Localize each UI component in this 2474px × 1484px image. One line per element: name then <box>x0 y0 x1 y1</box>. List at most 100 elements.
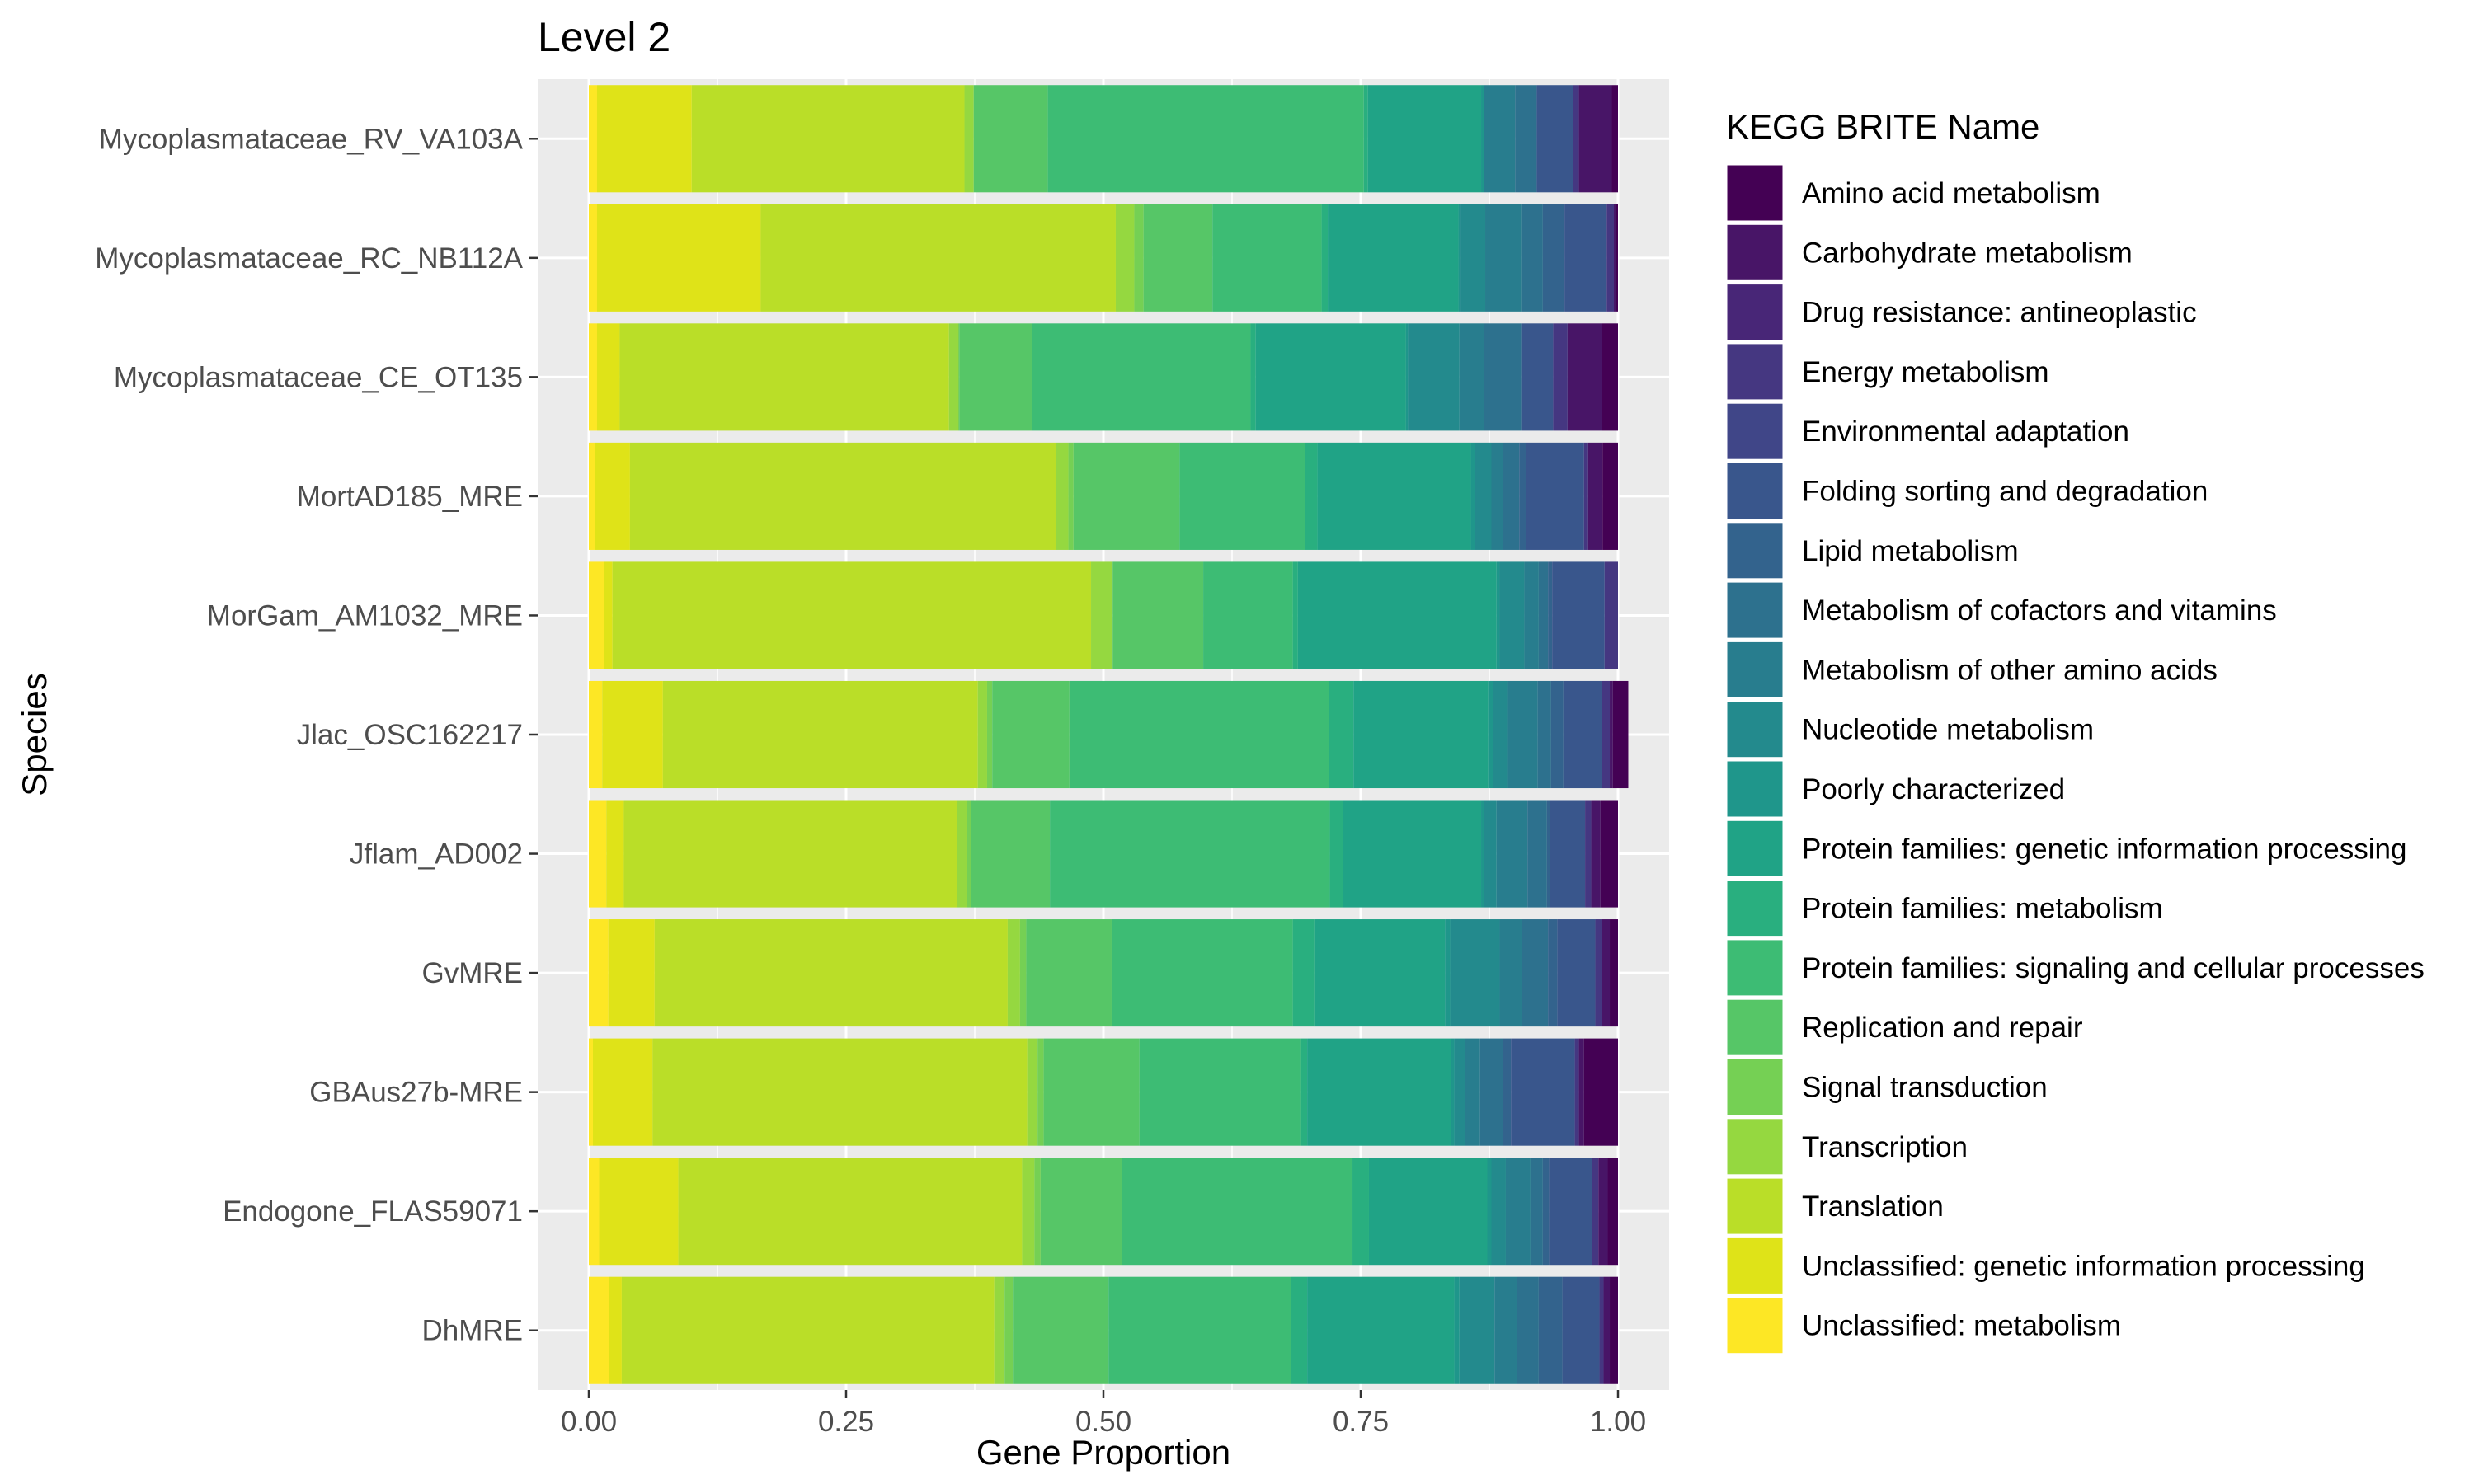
bar-segment <box>1493 680 1508 789</box>
bar-segment <box>629 442 1056 550</box>
bar-segment <box>1600 800 1618 908</box>
bar-segment <box>1475 442 1492 550</box>
bar-segment <box>1305 442 1318 550</box>
bar-segment <box>1250 323 1256 431</box>
legend-key <box>1724 997 1785 1058</box>
bars <box>589 85 1629 1384</box>
bar-segment <box>1563 680 1602 789</box>
bar-segment <box>1503 442 1520 550</box>
bar-segment <box>1292 919 1315 1027</box>
bar-segment <box>1611 85 1618 193</box>
y-tick-label: DhMRE <box>421 1315 523 1347</box>
bar-segment <box>609 1276 622 1384</box>
bar-segment <box>662 680 978 789</box>
bar-segment <box>992 680 1070 789</box>
bar-segment <box>602 680 663 789</box>
bar-segment <box>1602 919 1611 1027</box>
bar-segment <box>1143 204 1213 312</box>
bar-segment <box>595 442 630 550</box>
legend-key <box>1724 580 1785 641</box>
bar-segment <box>1578 85 1612 193</box>
bar-segment <box>1491 1158 1506 1266</box>
bar-segment <box>1328 204 1459 312</box>
legend-label: Drug resistance: antineoplastic <box>1802 297 2197 329</box>
bar-segment <box>1454 1038 1465 1146</box>
bar-segment <box>1353 680 1489 789</box>
bar-segment <box>1550 800 1586 908</box>
bar-segment <box>967 800 971 908</box>
x-tick-label: 0.75 <box>1333 1406 1389 1438</box>
bar-segment <box>1522 919 1549 1027</box>
bar-segment <box>589 800 607 908</box>
bar-segment <box>599 1158 679 1266</box>
bar-segment <box>589 85 597 193</box>
legend-key <box>1724 699 1785 760</box>
x-axis: 0.00 0.25 0.50 0.75 1.00 <box>561 1390 1646 1438</box>
bar-segment <box>1505 1158 1531 1266</box>
bar-segment <box>1122 1158 1353 1266</box>
bar-segment <box>596 204 761 312</box>
bar-segment <box>604 561 613 669</box>
bar-segment <box>1578 1038 1584 1146</box>
bar-segment <box>1408 323 1460 431</box>
legend-label: Replication and repair <box>1802 1012 2083 1044</box>
bar-segment <box>1454 1276 1460 1384</box>
bar-segment <box>1542 1158 1550 1266</box>
bar-segment <box>1491 442 1503 550</box>
legend-label: Lipid metabolism <box>1802 535 2019 567</box>
bar-segment <box>1317 442 1471 550</box>
bar-segment <box>1329 680 1354 789</box>
bar-segment <box>1538 1276 1563 1384</box>
bar-segment <box>1599 1276 1604 1384</box>
bar-segment <box>1583 1038 1618 1146</box>
bar-segment <box>589 1158 600 1266</box>
bar-segment <box>1007 919 1020 1027</box>
bar-segment <box>1603 1276 1611 1384</box>
legend-key <box>1724 222 1785 283</box>
bar-segment <box>1602 442 1618 550</box>
legend-label: Folding sorting and degradation <box>1802 476 2208 508</box>
legend-label: Metabolism of other amino acids <box>1802 654 2218 686</box>
bar-segment <box>1321 204 1329 312</box>
y-tick-label: Jflam_AD002 <box>350 838 523 871</box>
bar-segment <box>606 800 624 908</box>
legend-label: Nucleotide metabolism <box>1802 714 2094 746</box>
legend-key <box>1724 878 1785 939</box>
bar-segment <box>1203 561 1293 669</box>
bar-segment <box>1484 800 1497 908</box>
bar-segment <box>589 561 604 669</box>
legend-label: Energy metabolism <box>1802 356 2049 388</box>
bar-segment <box>1549 1158 1592 1266</box>
bar-segment <box>1542 204 1565 312</box>
y-tick-label: MorGam_AM1032_MRE <box>207 599 523 632</box>
bar-segment <box>1602 680 1611 789</box>
bar-segment <box>1485 204 1522 312</box>
bar-segment <box>1553 323 1568 431</box>
legend-label: Amino acid metabolism <box>1802 177 2100 209</box>
bar-segment <box>1405 323 1409 431</box>
legend-key <box>1724 282 1785 343</box>
bar-segment <box>1032 323 1251 431</box>
bar-segment <box>1481 85 1484 193</box>
bar-segment <box>621 1276 995 1384</box>
bar-segment <box>1291 1276 1308 1384</box>
y-tick-label: Mycoplasmataceae_CE_OT135 <box>114 361 523 393</box>
bar-segment <box>971 800 1051 908</box>
legend: KEGG BRITE Name Amino acid metabolism Car… <box>1724 107 2425 1356</box>
bar-segment <box>1022 1158 1035 1266</box>
x-axis-title: Gene Proportion <box>976 1433 1230 1472</box>
bar-segment <box>1470 442 1475 550</box>
bar-segment <box>1481 800 1484 908</box>
bar-segment <box>1496 561 1500 669</box>
legend-label: Carbohydrate metabolism <box>1802 237 2133 269</box>
bar-segment <box>1108 1276 1291 1384</box>
chart-title: Level 2 <box>538 14 670 60</box>
y-axis: Mycoplasmataceae_RV_VA103A Mycoplasmatace… <box>95 123 538 1347</box>
bar-segment <box>1212 204 1322 312</box>
bar-segment <box>1352 1158 1369 1266</box>
legend-key <box>1724 1116 1785 1177</box>
bar-segment <box>589 680 603 789</box>
bar-segment <box>1460 204 1486 312</box>
legend-label: Poorly characterized <box>1802 773 2065 805</box>
bar-segment <box>1368 1158 1488 1266</box>
